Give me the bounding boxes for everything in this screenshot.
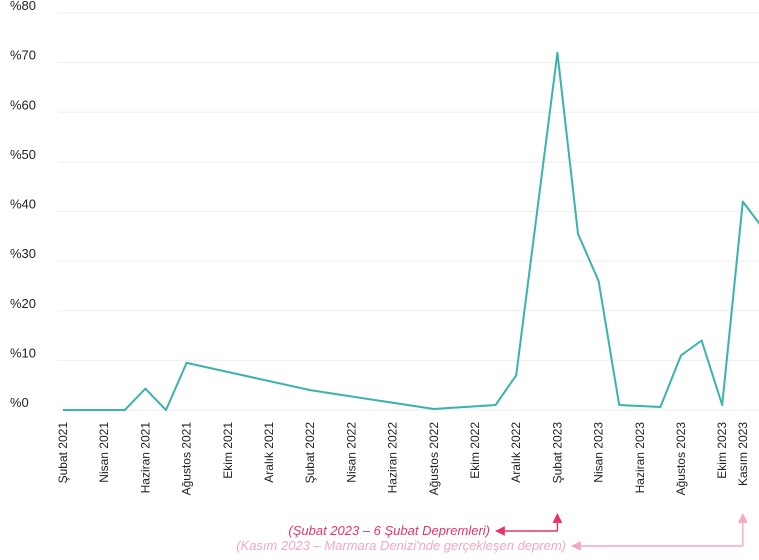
x-tick-label: Ağustos 2021	[180, 422, 194, 496]
x-tick-label: Ekim 2022	[468, 422, 482, 479]
x-tick-label: Ekim 2023	[715, 422, 729, 479]
x-tick-label: Haziran 2021	[138, 422, 152, 494]
y-tick-label: %80	[10, 0, 36, 13]
x-tick-label: Şubat 2021	[56, 422, 70, 484]
series-line	[63, 51, 759, 411]
y-tick-label: %60	[10, 97, 36, 112]
y-tick-label: %0	[10, 395, 29, 410]
y-tick-label: %10	[10, 345, 36, 360]
x-tick-label: Ağustos 2023	[674, 422, 688, 496]
x-tick-label: Kasım 2023	[736, 422, 750, 486]
x-tick-label: Ekim 2021	[221, 422, 235, 479]
x-tick-label: Şubat 2023	[550, 422, 564, 484]
y-tick-label: %30	[10, 246, 36, 261]
x-tick-label: Şubat 2022	[303, 422, 317, 484]
annotation-label: (Şubat 2023 – 6 Şubat Depremleri)	[288, 523, 490, 538]
y-tick-label: %50	[10, 147, 36, 162]
x-tick-label: Aralık 2022	[509, 422, 523, 483]
x-tick-label: Aralık 2021	[262, 422, 276, 483]
x-tick-label: Nisan 2021	[97, 422, 111, 483]
x-tick-label: Nisan 2023	[592, 422, 606, 483]
annotations: (Şubat 2023 – 6 Şubat Depremleri)(Kasım …	[236, 513, 748, 553]
x-axis: Şubat 2021 Nisan 2021 Haziran 2021 Ağustos …	[56, 422, 759, 496]
y-tick-label: %70	[10, 48, 36, 63]
annotation-label: (Kasım 2023 – Marmara Denizi'nde gerçekl…	[236, 538, 566, 553]
x-tick-label: Ağustos 2022	[427, 422, 441, 496]
series-layer	[62, 51, 759, 411]
grid	[58, 12, 759, 411]
x-tick-label: Haziran 2022	[386, 422, 400, 494]
x-tick-label: Aralık 2023	[756, 422, 759, 483]
y-axis: %0 %10 %20 %30 %40 %50 %60 %70 %80	[10, 0, 36, 410]
x-tick-label: Nisan 2022	[344, 422, 358, 483]
x-tick-label: Haziran 2023	[633, 422, 647, 494]
y-tick-label: %20	[10, 296, 36, 311]
y-tick-label: %40	[10, 197, 36, 212]
